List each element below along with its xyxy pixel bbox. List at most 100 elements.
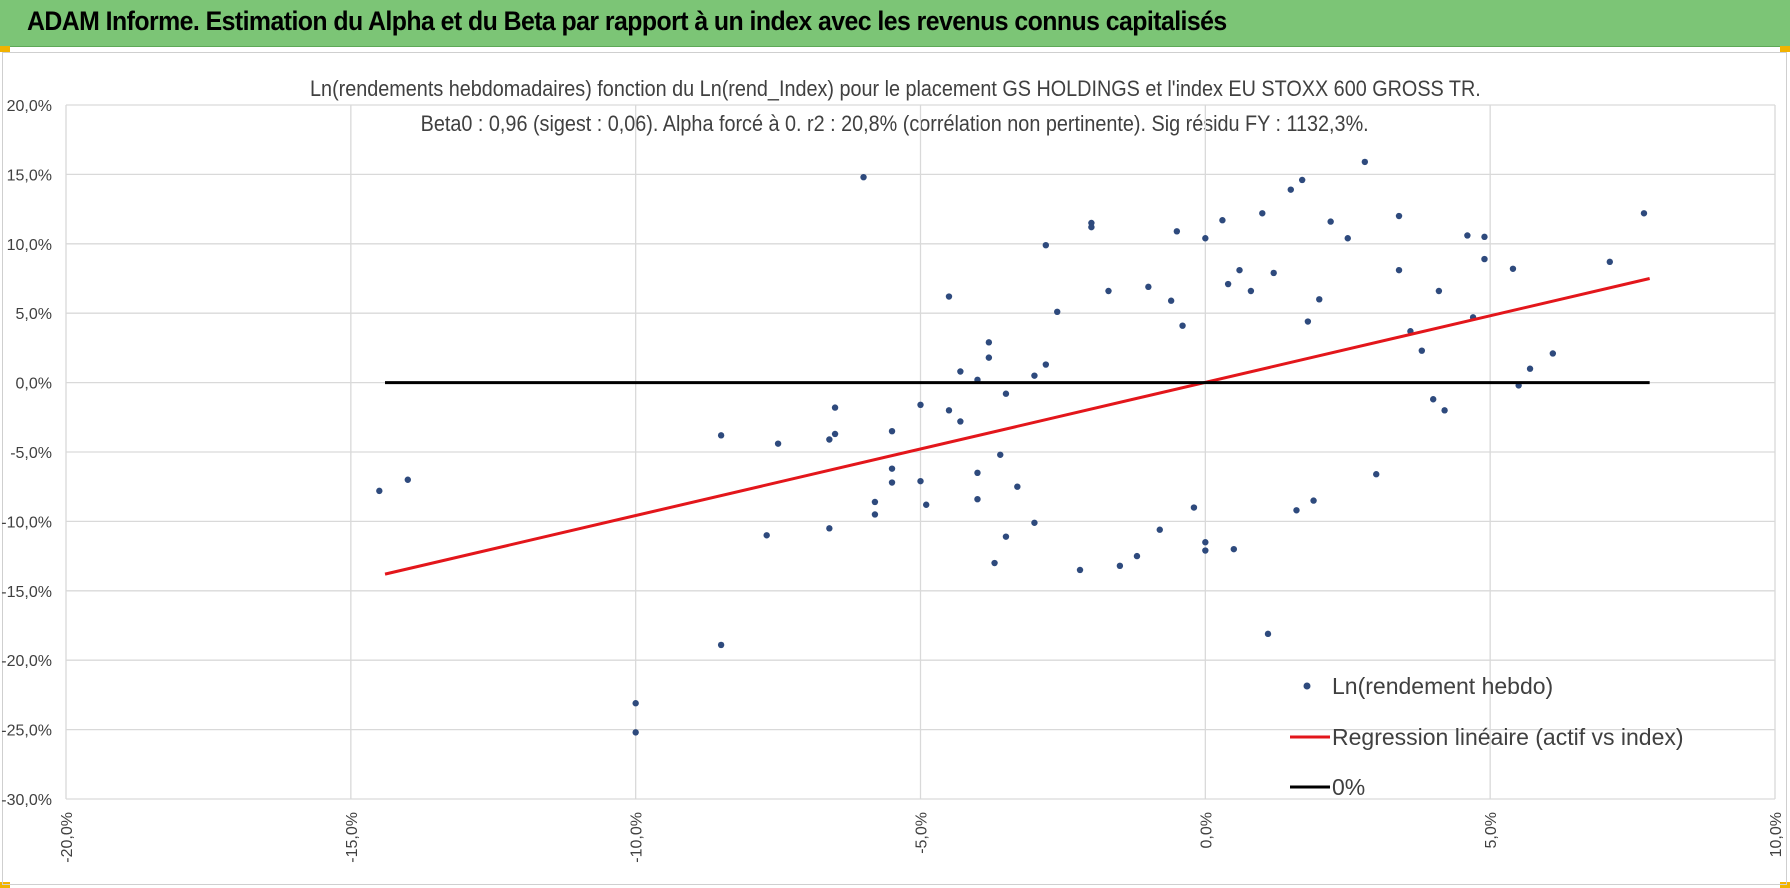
data-point [1230,545,1238,553]
legend-label: Regression linéaire (actif vs index) [1332,724,1684,750]
data-point [1031,372,1038,379]
y-tick-label: 0,0% [16,376,52,393]
data-point [1640,210,1648,217]
data-point [871,511,879,518]
data-point [1418,347,1426,354]
data-point [831,404,839,411]
corner-marker [1780,882,1790,888]
y-tick-label: 5,0% [16,306,52,323]
data-point [1441,407,1448,414]
data-point [1202,547,1209,554]
data-point [1167,297,1175,304]
report-title: ADAM Informe. Estimation du Alpha et du … [27,6,1227,36]
data-point [1481,233,1488,241]
header-bar: ADAM Informe. Estimation du Alpha et du … [0,0,1790,47]
data-point [632,700,639,707]
legend-label: Ln(rendement hebdo) [1332,673,1553,699]
data-point [1259,210,1266,217]
data-point [1054,308,1061,316]
data-point [1481,255,1488,263]
x-tick-label: 10,0% [1768,812,1785,857]
data-point [945,293,953,300]
data-point [1327,218,1334,225]
y-tick-label: -30,0% [1,792,52,809]
data-point [1236,266,1243,274]
data-point [991,559,998,567]
data-point [1361,158,1369,166]
data-point [985,354,993,361]
data-point [1156,526,1163,533]
data-point [1190,504,1198,511]
data-point [888,479,896,486]
data-point [831,430,839,438]
data-point [974,469,981,477]
data-point [888,465,896,472]
data-point [985,339,993,346]
data-point [1002,390,1010,397]
data-point [957,368,964,375]
data-point [1088,223,1095,231]
data-point [1395,266,1403,274]
chart-frame [2,52,1787,885]
data-point [1031,519,1038,526]
data-point [1247,287,1255,295]
x-tick-label: -20,0% [59,812,76,863]
x-tick-label: -15,0% [344,812,361,863]
y-tick-label: 20,0% [7,98,52,115]
data-point [1042,361,1050,368]
data-point [1344,235,1351,242]
data-point [1316,296,1323,303]
data-point [1430,396,1437,403]
data-point [1264,630,1272,638]
x-tick-label: -10,0% [629,812,646,863]
data-point [826,436,833,443]
legend-label: 0% [1332,774,1365,800]
data-point [763,532,770,539]
legend-marker-points [1303,682,1311,690]
data-point [917,401,924,409]
chart-title-line-1: Ln(rendements hebdomadaires) fonction du… [309,76,1481,101]
data-point [1202,235,1209,242]
corner-marker [1780,46,1790,52]
data-point [1224,280,1232,288]
y-tick-label: -25,0% [1,723,52,740]
y-tick-label: -20,0% [1,653,52,670]
data-point [1042,241,1050,249]
data-point [957,418,964,425]
data-point [376,487,383,495]
x-tick-label: -5,0% [914,812,931,854]
x-tick-label: 5,0% [1483,812,1500,848]
data-point [1606,258,1613,266]
data-point [1435,287,1443,295]
data-point [1105,287,1112,295]
y-tick-label: 15,0% [7,167,52,184]
data-point [871,498,879,506]
data-point [1395,212,1403,220]
data-point [1549,350,1557,357]
data-point [1173,228,1181,235]
y-tick-label: -15,0% [1,584,52,601]
data-point [917,477,924,485]
data-point [1145,283,1152,291]
data-point [888,427,896,435]
data-point [774,440,782,447]
data-point [1116,562,1124,570]
data-point [1179,322,1186,329]
data-point [1002,533,1010,540]
corner-marker [0,882,10,888]
y-tick-label: -5,0% [10,445,52,462]
data-point [1304,318,1312,325]
data-point [1310,497,1317,504]
data-point [404,476,411,483]
data-point [1293,507,1300,514]
data-point [1270,269,1277,277]
data-point [632,729,639,736]
data-point [1373,471,1380,478]
data-point [1287,186,1294,193]
data-point [717,432,725,439]
regression-line [384,277,1651,576]
corner-marker [0,46,10,52]
x-tick-label: 0,0% [1198,812,1215,848]
y-tick-label: -10,0% [1,514,52,531]
